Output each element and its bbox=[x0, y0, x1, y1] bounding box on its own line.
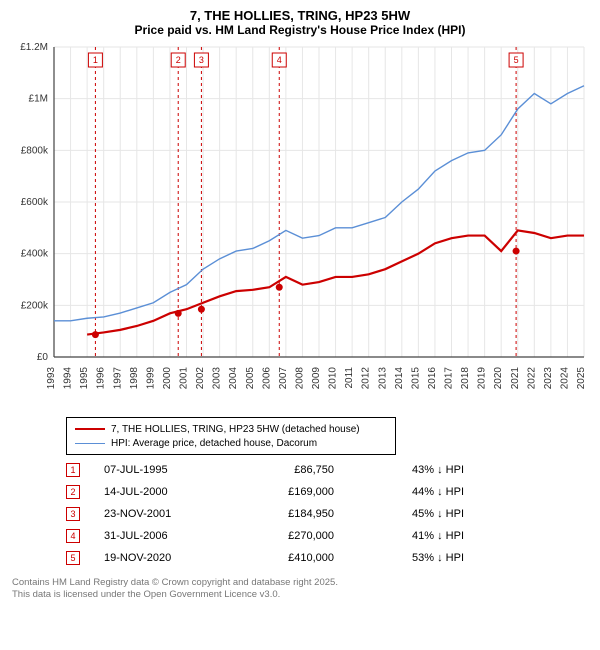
y-tick-label: £800k bbox=[21, 145, 49, 156]
table-pct: 53% ↓ HPI bbox=[364, 552, 464, 564]
table-row: 1 07-JUL-1995£86,75043% ↓ HPI bbox=[66, 459, 594, 481]
y-tick-label: £200k bbox=[21, 300, 49, 311]
x-tick-label: 2017 bbox=[444, 367, 455, 390]
legend-label: 7, THE HOLLIES, TRING, HP23 5HW (detache… bbox=[111, 424, 360, 435]
sales-table: 1 07-JUL-1995£86,75043% ↓ HPI 2 14-JUL-2000… bbox=[66, 459, 594, 569]
table-date: 19-NOV-2020 bbox=[104, 552, 254, 564]
x-tick-label: 2008 bbox=[294, 367, 305, 390]
legend-label: HPI: Average price, detached house, Daco… bbox=[111, 438, 317, 449]
x-tick-label: 2015 bbox=[410, 367, 421, 390]
x-tick-label: 1998 bbox=[129, 367, 140, 390]
x-tick-label: 2010 bbox=[328, 367, 339, 390]
table-price: £184,950 bbox=[254, 508, 364, 520]
footer-line-2: This data is licensed under the Open Gov… bbox=[12, 589, 594, 601]
table-date: 31-JUL-2006 bbox=[104, 530, 254, 542]
y-tick-label: £1M bbox=[29, 94, 48, 105]
chart-area: £0 £200k £400k £600k £800k £1M £1.2M 1993 1994 19… bbox=[6, 41, 594, 411]
table-date: 07-JUL-1995 bbox=[104, 464, 254, 476]
y-tick-label: £400k bbox=[21, 249, 49, 260]
table-date: 14-JUL-2000 bbox=[104, 486, 254, 498]
legend-swatch bbox=[75, 443, 105, 444]
x-tick-label: 2021 bbox=[510, 367, 521, 390]
x-tick-label: 2023 bbox=[543, 367, 554, 390]
x-tick-label: 2014 bbox=[394, 367, 405, 390]
x-tick-label: 2018 bbox=[460, 367, 471, 390]
x-tick-label: 2013 bbox=[377, 367, 388, 390]
x-tick-label: 2003 bbox=[212, 367, 223, 390]
table-date: 23-NOV-2001 bbox=[104, 508, 254, 520]
legend: 7, THE HOLLIES, TRING, HP23 5HW (detache… bbox=[66, 417, 396, 455]
table-marker-box: 3 bbox=[66, 507, 80, 521]
x-tick-label: 2020 bbox=[493, 367, 504, 390]
table-price: £86,750 bbox=[254, 464, 364, 476]
sale-marker-number: 3 bbox=[199, 55, 204, 65]
table-price: £270,000 bbox=[254, 530, 364, 542]
x-tick-label: 1999 bbox=[145, 367, 156, 390]
line-chart: £0 £200k £400k £600k £800k £1M £1.2M 1993 1994 19… bbox=[6, 41, 594, 411]
x-tick-label: 2005 bbox=[245, 367, 256, 390]
x-tick-label: 2000 bbox=[162, 367, 173, 390]
x-tick-label: 2024 bbox=[559, 367, 570, 390]
table-price: £410,000 bbox=[254, 552, 364, 564]
x-tick-label: 2004 bbox=[228, 367, 239, 390]
container: 7, THE HOLLIES, TRING, HP23 5HW Price pa… bbox=[0, 0, 600, 650]
x-tick-label: 2019 bbox=[477, 367, 488, 390]
x-tick-label: 2007 bbox=[278, 367, 289, 390]
table-marker-box: 5 bbox=[66, 551, 80, 565]
table-pct: 41% ↓ HPI bbox=[364, 530, 464, 542]
table-row: 4 31-JUL-2006£270,00041% ↓ HPI bbox=[66, 525, 594, 547]
x-tick-label: 2025 bbox=[576, 367, 587, 390]
table-pct: 43% ↓ HPI bbox=[364, 464, 464, 476]
legend-item: 7, THE HOLLIES, TRING, HP23 5HW (detache… bbox=[75, 422, 387, 436]
table-price: £169,000 bbox=[254, 486, 364, 498]
footer-line-1: Contains HM Land Registry data © Crown c… bbox=[12, 577, 594, 589]
y-tick-label: £1.2M bbox=[20, 42, 48, 53]
table-pct: 45% ↓ HPI bbox=[364, 508, 464, 520]
x-tick-label: 2011 bbox=[344, 367, 355, 389]
x-tick-label: 2016 bbox=[427, 367, 438, 390]
sale-marker-dot bbox=[513, 248, 520, 255]
table-marker-box: 1 bbox=[66, 463, 80, 477]
x-tick-label: 2022 bbox=[526, 367, 537, 390]
x-tick-label: 1993 bbox=[46, 367, 57, 390]
title-block: 7, THE HOLLIES, TRING, HP23 5HW Price pa… bbox=[6, 8, 594, 37]
table-row: 2 14-JUL-2000£169,00044% ↓ HPI bbox=[66, 481, 594, 503]
sale-marker-dot bbox=[276, 284, 283, 291]
sale-marker-number: 2 bbox=[176, 55, 181, 65]
table-pct: 44% ↓ HPI bbox=[364, 486, 464, 498]
chart-title: 7, THE HOLLIES, TRING, HP23 5HW bbox=[6, 8, 594, 23]
sale-marker-number: 1 bbox=[93, 55, 98, 65]
x-tick-label: 1996 bbox=[96, 367, 107, 390]
x-tick-label: 2001 bbox=[179, 367, 190, 390]
y-tick-label: £0 bbox=[37, 352, 49, 363]
sale-marker-dot bbox=[198, 306, 205, 313]
y-tick-label: £600k bbox=[21, 197, 49, 208]
footer-attribution: Contains HM Land Registry data © Crown c… bbox=[12, 577, 594, 601]
x-tick-label: 2009 bbox=[311, 367, 322, 390]
legend-item: HPI: Average price, detached house, Daco… bbox=[75, 436, 387, 450]
x-tick-label: 2002 bbox=[195, 367, 206, 390]
table-row: 5 19-NOV-2020£410,00053% ↓ HPI bbox=[66, 547, 594, 569]
chart-subtitle: Price paid vs. HM Land Registry's House … bbox=[6, 23, 594, 37]
x-tick-label: 2006 bbox=[261, 367, 272, 390]
table-marker-box: 4 bbox=[66, 529, 80, 543]
sale-marker-number: 5 bbox=[514, 55, 519, 65]
x-tick-label: 1995 bbox=[79, 367, 90, 390]
legend-swatch bbox=[75, 428, 105, 430]
x-tick-label: 2012 bbox=[361, 367, 372, 390]
x-tick-label: 1994 bbox=[63, 367, 74, 390]
table-row: 3 23-NOV-2001£184,95045% ↓ HPI bbox=[66, 503, 594, 525]
x-tick-label: 1997 bbox=[112, 367, 123, 390]
table-marker-box: 2 bbox=[66, 485, 80, 499]
sale-marker-number: 4 bbox=[277, 55, 282, 65]
